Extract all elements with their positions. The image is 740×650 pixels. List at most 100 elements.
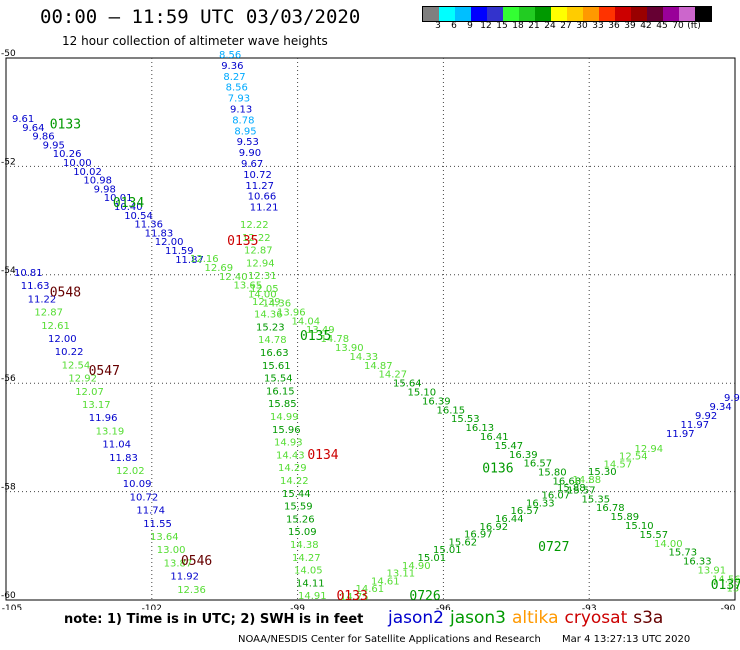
swh-value: 15.09 <box>288 527 317 538</box>
pass-number: 0726 <box>409 589 440 604</box>
swh-value: 12.00 <box>48 334 77 345</box>
swh-value: 9.9 <box>724 393 740 404</box>
swh-value: 9.34 <box>710 402 732 413</box>
track-jason3: 14.7514.6114.6113.1114.9015.0115.0115.62… <box>340 444 663 603</box>
legend-s3a: s3a <box>633 608 664 628</box>
swh-value: 14.04 <box>292 316 321 327</box>
swh-value: 9.36 <box>221 61 243 72</box>
footer-notes: note: 1) Time is in UTC; 2) SWH is in fe… <box>64 612 364 627</box>
swh-value: 10.26 <box>53 149 82 160</box>
swh-value: 12.02 <box>116 466 145 477</box>
swh-value: 16.97 <box>464 530 493 541</box>
wave-height-map: -105 -102 -99 -96 -93 -90 -50 -52 -54 -56 -58 -60 9… <box>1 49 740 610</box>
swh-value: 13.91 <box>698 566 727 577</box>
pass-number: 0134 <box>113 196 144 211</box>
color-scale-tick: 36 <box>608 21 620 31</box>
swh-value: 13.49 <box>306 325 335 336</box>
swh-value: 14.99 <box>270 412 299 423</box>
swh-value: 12.69 <box>205 263 234 274</box>
swh-value: 14.11 <box>296 578 325 589</box>
color-scale-tick: (ft) <box>687 21 701 31</box>
swh-value: 15.57 <box>640 530 669 541</box>
swh-value: 15.26 <box>286 514 315 525</box>
swh-value: 14.78 <box>321 334 350 345</box>
color-scale-tick: 27 <box>560 21 572 31</box>
swh-value: 13.17 <box>82 400 111 411</box>
swh-value: 11.97 <box>681 420 710 431</box>
swh-value: 15.57 <box>567 485 596 496</box>
swh-value: 11.83 <box>145 228 174 239</box>
swh-value: 12.39 <box>252 297 281 308</box>
track-jason2: 8.569.368.278.567.939.138.788.959.539.90… <box>219 50 278 214</box>
swh-value: 14.90 <box>402 561 431 572</box>
swh-value: 15.47 <box>495 441 524 452</box>
swh-value: 14.38 <box>290 540 319 551</box>
color-scale-tick: 70 <box>672 21 684 31</box>
swh-value: 15.73 <box>669 548 698 559</box>
swh-value: 14.00 <box>248 290 277 301</box>
swh-value: 9.53 <box>237 137 259 148</box>
swh-value: 14.22 <box>280 476 309 487</box>
lat-tick-label: -54 <box>1 266 16 276</box>
swh-value: 10.01 <box>104 193 133 204</box>
color-scale-tick: 6 <box>451 21 457 31</box>
swh-value: 11.83 <box>109 453 138 464</box>
swh-value: 14.33 <box>350 352 379 363</box>
lat-tick-label: -52 <box>1 157 16 167</box>
track-jason3: 10.81 11.63 11.22 12.87 12.61 12.00 10.22 12.54… <box>14 268 206 596</box>
swh-value: 14.43 <box>276 450 305 461</box>
swh-value: 11.21 <box>250 203 279 214</box>
swh-value: 14.75 <box>340 592 369 603</box>
swh-value: 8.56 <box>226 83 248 94</box>
color-scale-tick: 24 <box>544 21 556 31</box>
swh-value: 13.19 <box>96 426 125 437</box>
legend-altika: altika <box>512 608 559 628</box>
swh-value: 12.92 <box>68 374 97 385</box>
swh-value: 14.87 <box>364 361 393 372</box>
swh-value: 16.68 <box>553 477 582 488</box>
swh-value: 15.96 <box>272 425 301 436</box>
swh-value: 12.54 <box>619 452 648 463</box>
swh-value: 15.85 <box>268 399 297 410</box>
track-jason3: 12.2212.2212.8712.9412.3112.0512.3914.36… <box>240 220 327 602</box>
pass-number: 0727 <box>538 540 569 555</box>
swh-value: 12.36 <box>177 585 206 596</box>
swh-value: 15.01 <box>418 553 447 564</box>
swh-value: 9.61 <box>12 114 34 125</box>
swh-value: 14.29 <box>278 463 307 474</box>
swh-value: 9.98 <box>94 184 116 195</box>
credit-line: NOAA/NESDIS Center for Satellite Applica… <box>238 634 708 645</box>
page-subtitle: 12 hour collection of altimeter wave hei… <box>62 34 328 48</box>
swh-value: 16.63 <box>260 348 289 359</box>
swh-value: 15.30 <box>588 467 617 478</box>
satellite-legend: jason2 jason3 altika cryosat s3a <box>388 608 669 628</box>
swh-value: 9.86 <box>32 132 54 143</box>
swh-value: 9.67 <box>241 159 263 170</box>
color-swatch <box>631 7 647 21</box>
swh-value: 16.41 <box>480 432 509 443</box>
swh-value: 7.93 <box>228 94 250 105</box>
pass-number: 0133 <box>50 117 81 132</box>
color-swatch <box>615 7 631 21</box>
pass-number: 0133 <box>336 589 367 604</box>
swh-value: 8.95 <box>234 126 256 137</box>
color-scale-tick: 30 <box>576 21 588 31</box>
swh-value: 12.94 <box>635 444 664 455</box>
color-scale-tick: 15 <box>496 21 508 31</box>
pass-number: 0548 <box>50 285 81 300</box>
swh-value: 12.54 <box>62 360 91 371</box>
color-scale-tick: 42 <box>640 21 652 31</box>
swh-value: 11.27 <box>245 181 274 192</box>
swh-value: 10.81 <box>14 268 43 279</box>
color-swatch <box>535 7 551 21</box>
lon-tick-label: -93 <box>582 604 597 610</box>
track-jason2: 9.619.649.869.9510.2610.0010.0210.989.98… <box>12 114 204 266</box>
swh-value: 15.10 <box>408 388 437 399</box>
swh-value: 10.72 <box>130 492 159 503</box>
color-swatch <box>487 7 503 21</box>
swh-value: 13.90 <box>335 343 364 354</box>
swh-value: 10.00 <box>63 158 92 169</box>
swh-value: 9.95 <box>43 140 65 151</box>
color-swatch <box>519 7 535 21</box>
